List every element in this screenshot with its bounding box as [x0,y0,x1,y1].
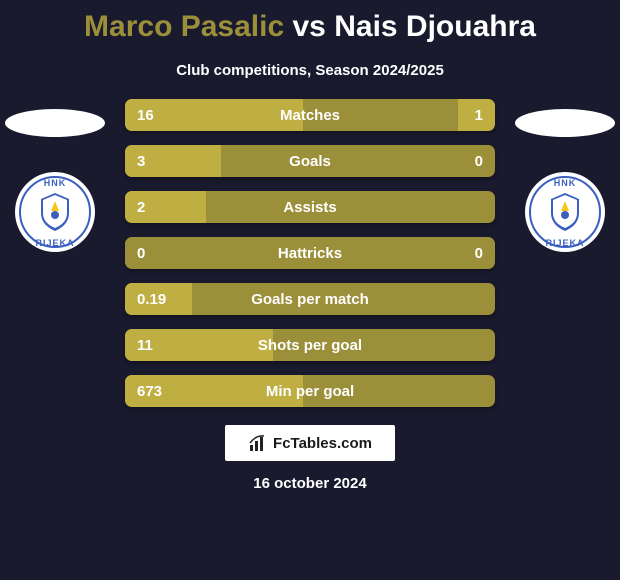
stat-value-right: 0 [475,245,483,262]
stats-bars: 16Matches13Goals02Assists0Hattricks00.19… [125,99,495,407]
club-name-bot: RIJEKA [545,238,584,248]
stat-row: 0Hattricks0 [125,237,495,269]
shield-icon [547,191,583,233]
stat-label: Assists [125,199,495,216]
stat-label: Min per goal [125,383,495,400]
stat-value-right: 0 [475,153,483,170]
stat-row: 11Shots per goal [125,329,495,361]
footer-brand: FcTables.com [225,425,395,461]
player2-name: Nais Djouahra [334,10,536,43]
subtitle: Club competitions, Season 2024/2025 [176,62,444,79]
stat-row: 673Min per goal [125,375,495,407]
player1-photo-placeholder [5,109,105,137]
player2-club-badge: HNK RIJEKA [525,172,605,252]
player1-club-badge: HNK RIJEKA [15,172,95,252]
club-name-bot: RIJEKA [35,238,74,248]
club-name-top: HNK [44,178,67,188]
player2-photo-placeholder [515,109,615,137]
club-name-top: HNK [554,178,577,188]
stat-label: Goals [125,153,495,170]
comparison-card: Marco Pasalic vs Nais Djouahra Club comp… [0,0,620,580]
shield-icon [37,191,73,233]
main-area: HNK RIJEKA 16Matches13Goals02Assists0Hat… [0,99,620,407]
vs-label: vs [293,10,326,43]
stat-row: 2Assists [125,191,495,223]
stat-row: 16Matches1 [125,99,495,131]
stat-label: Hattricks [125,245,495,262]
stat-row: 3Goals0 [125,145,495,177]
brand-text: FcTables.com [273,435,372,452]
stat-label: Matches [125,107,495,124]
right-side: HNK RIJEKA [515,99,615,252]
player1-name: Marco Pasalic [84,10,284,43]
chart-icon [248,433,268,453]
left-side: HNK RIJEKA [5,99,105,252]
stat-label: Shots per goal [125,337,495,354]
stat-label: Goals per match [125,291,495,308]
stat-value-right: 1 [475,107,483,124]
footer-date: 16 october 2024 [253,475,366,492]
title: Marco Pasalic vs Nais Djouahra [84,10,536,44]
stat-row: 0.19Goals per match [125,283,495,315]
